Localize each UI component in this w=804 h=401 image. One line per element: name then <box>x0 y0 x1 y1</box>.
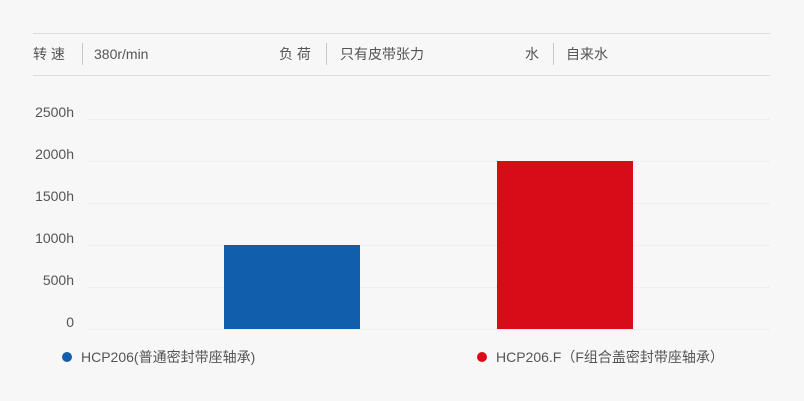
legend-dot-blue <box>62 352 72 362</box>
bottom-divider <box>33 75 770 76</box>
legend-label-2: HCP206.F（F组合盖密封带座轴承） <box>496 349 724 365</box>
legend-item-1[interactable]: HCP206(普通密封带座轴承) <box>62 347 255 367</box>
water-separator <box>553 43 554 65</box>
y-tick-label: 1000h <box>35 230 74 246</box>
y-tick-label: 2000h <box>35 146 74 162</box>
load-label: 负 荷 <box>279 46 311 62</box>
water-label: 水 <box>525 46 539 62</box>
legend-item-2[interactable]: HCP206.F（F组合盖密封带座轴承） <box>477 347 724 367</box>
y-tick-label: 0 <box>66 314 74 330</box>
speed-label: 转 速 <box>33 46 65 62</box>
y-tick-label: 2500h <box>35 104 74 120</box>
legend-label-1: HCP206(普通密封带座轴承) <box>81 349 256 365</box>
load-separator <box>326 43 327 65</box>
water-value: 自来水 <box>566 46 608 62</box>
speed-separator <box>82 43 83 65</box>
speed-value: 380r/min <box>94 46 149 62</box>
y-tick-label: 1500h <box>35 188 74 204</box>
y-tick-label: 500h <box>43 272 74 288</box>
bar-1 <box>224 245 360 329</box>
bar-2 <box>497 161 633 329</box>
legend-dot-red <box>477 352 487 362</box>
load-value: 只有皮带张力 <box>340 46 424 62</box>
top-divider <box>33 33 770 34</box>
